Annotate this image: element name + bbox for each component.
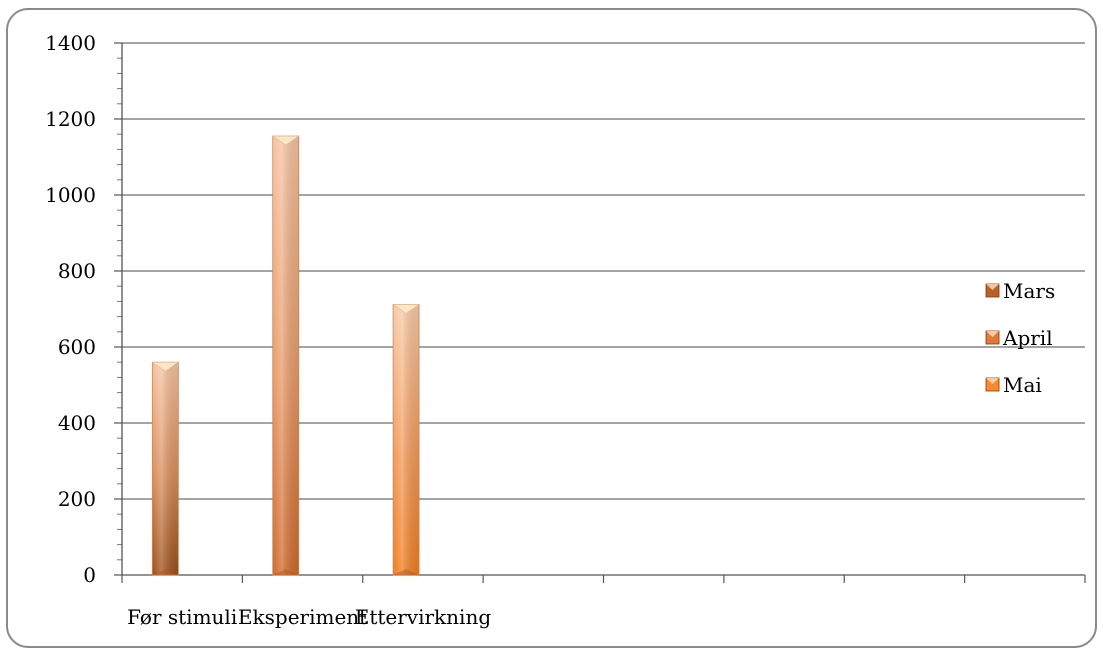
y-tick-label: 1400: [45, 31, 96, 55]
y-tick-label: 400: [58, 411, 96, 435]
legend-swatch-cap: [986, 331, 999, 337]
y-tick-label: 200: [58, 487, 96, 511]
legend-entry: Mai: [985, 373, 1042, 397]
x-tick-label: Før stimuli: [127, 605, 237, 629]
y-tick-label: 1200: [45, 107, 96, 131]
bar-base: [393, 569, 420, 575]
y-tick-label: 800: [58, 259, 96, 283]
bar-sheen: [272, 136, 299, 575]
bar-cap: [271, 135, 300, 146]
bar: [392, 304, 421, 576]
bars: [151, 135, 421, 576]
legend-label: Mars: [1003, 279, 1055, 303]
bar: [151, 361, 180, 576]
legend-label: April: [1002, 326, 1053, 350]
x-tick-label: Ettervirkning: [355, 605, 492, 629]
legend-swatch-cap: [986, 284, 999, 290]
bar-base: [152, 569, 179, 575]
bar-cap: [392, 304, 421, 314]
bar-base: [272, 569, 299, 575]
y-tick-labels: 0 200 400 600 800 1000 1200 1400: [45, 31, 96, 587]
gridlines: [122, 42, 1085, 500]
axes: [114, 42, 1086, 583]
legend-swatch-cap: [986, 378, 999, 384]
bar: [271, 135, 300, 576]
y-tick-label: 1000: [45, 183, 96, 207]
y-tick-label: 600: [58, 335, 96, 359]
legend: Mars April Mai: [985, 279, 1055, 397]
legend-label: Mai: [1003, 373, 1042, 397]
y-tick-label: 0: [83, 563, 96, 587]
legend-entry: April: [985, 326, 1053, 350]
chart-frame: [6, 8, 1097, 648]
bar-sheen: [152, 362, 179, 575]
bar-sheen: [393, 304, 420, 575]
legend-entry: Mars: [985, 279, 1055, 303]
bar-cap: [151, 361, 180, 372]
x-tick-label: Eksperiment: [238, 605, 367, 629]
